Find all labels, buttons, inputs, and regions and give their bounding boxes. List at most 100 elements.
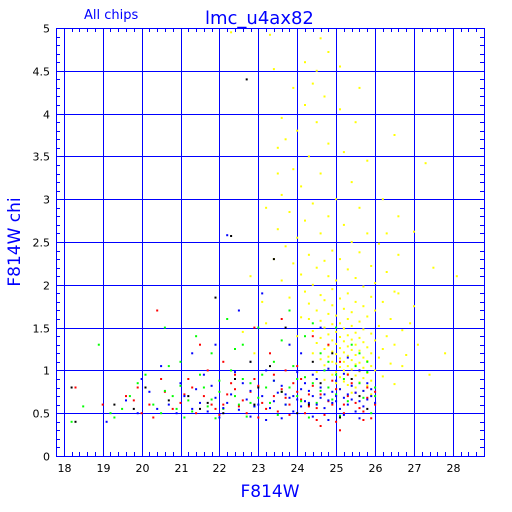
data-point (163, 326, 166, 329)
data-point (350, 378, 353, 380)
data-point (339, 416, 341, 419)
data-point (210, 352, 213, 355)
data-point (350, 324, 353, 327)
data-point (350, 343, 353, 346)
data-point (265, 407, 268, 410)
data-point (269, 365, 271, 368)
data-point (350, 311, 353, 314)
data-point (156, 309, 159, 312)
data-point (222, 403, 225, 406)
data-point (319, 352, 322, 355)
data-point (319, 319, 322, 322)
x-tick-label: 28 (447, 462, 461, 475)
x-tick-label: 24 (291, 462, 305, 475)
data-point (428, 373, 431, 376)
data-point (335, 400, 338, 403)
data-point (370, 295, 373, 298)
data-point (366, 386, 369, 389)
data-point (288, 211, 291, 213)
data-point (253, 378, 256, 380)
data-point (222, 407, 225, 410)
data-point (362, 405, 365, 408)
data-point (413, 305, 415, 308)
grid-lines (56, 28, 484, 457)
data-point (327, 399, 330, 402)
data-point (304, 376, 306, 379)
data-point (300, 185, 303, 188)
data-point (331, 403, 334, 406)
x-tick-label: 23 (252, 462, 266, 475)
data-point (280, 417, 283, 420)
data-point (335, 395, 338, 398)
data-point (183, 393, 186, 396)
data-point (346, 400, 349, 403)
data-point (269, 352, 271, 355)
data-point (319, 386, 322, 389)
data-point (323, 326, 326, 329)
data-point (226, 401, 229, 404)
data-point (171, 395, 174, 398)
data-point (370, 265, 373, 267)
data-point (393, 343, 396, 346)
data-point (374, 390, 377, 393)
data-point (362, 328, 365, 331)
data-point (358, 395, 361, 398)
data-point (366, 398, 369, 401)
data-point (307, 253, 310, 256)
data-point (249, 382, 252, 385)
data-point (362, 377, 365, 380)
data-point (199, 373, 201, 376)
data-point (304, 61, 306, 64)
data-point (362, 389, 365, 392)
data-point (222, 360, 225, 363)
data-point (323, 348, 326, 350)
data-point (362, 341, 365, 344)
data-point (315, 121, 318, 124)
x-tick-label: 19 (97, 462, 111, 475)
data-point (444, 352, 447, 355)
data-point (167, 403, 170, 406)
data-point (354, 121, 357, 124)
data-point (374, 403, 377, 406)
data-point (160, 412, 163, 415)
data-point (109, 412, 112, 415)
data-point (358, 400, 361, 403)
data-point (346, 384, 349, 386)
data-point (183, 395, 186, 398)
data-point (206, 401, 209, 404)
data-point (296, 395, 299, 398)
y-tick-label: 2.5 (33, 237, 51, 250)
y-tick-label: 1.5 (33, 323, 51, 336)
data-point (144, 373, 147, 376)
data-point (284, 326, 287, 329)
data-point (335, 330, 338, 333)
data-point (358, 361, 361, 364)
data-point (191, 352, 194, 355)
data-point (183, 416, 186, 419)
data-point (335, 279, 338, 282)
data-point (128, 395, 131, 398)
data-point (292, 262, 295, 265)
data-point (307, 318, 310, 320)
data-point (350, 338, 353, 341)
data-point (315, 378, 318, 380)
data-point (261, 373, 264, 376)
data-point (327, 343, 330, 346)
data-point (284, 396, 287, 399)
data-point (346, 268, 349, 271)
data-point (288, 396, 291, 399)
data-point (362, 305, 365, 308)
data-point (339, 414, 341, 417)
data-point (327, 215, 330, 218)
data-point (339, 297, 341, 300)
data-point (257, 384, 260, 387)
y-axis-title: F814W chi (5, 197, 25, 286)
data-point (455, 275, 458, 278)
data-point (335, 379, 338, 382)
data-point (374, 309, 377, 312)
data-point (300, 378, 303, 380)
data-point (230, 393, 233, 396)
x-tick-label: 21 (175, 462, 189, 475)
data-point (354, 277, 357, 279)
